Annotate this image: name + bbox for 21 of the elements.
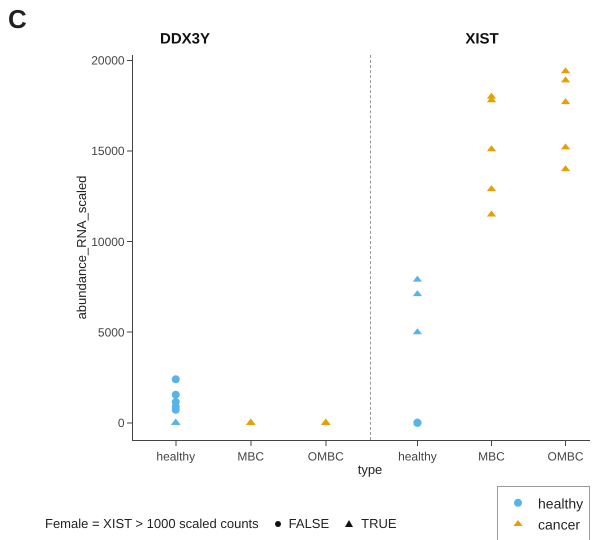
x-tick-label: healthy: [398, 449, 437, 464]
chart-title: DDX3Y: [160, 30, 210, 48]
y-tick-label: 15000: [91, 144, 125, 158]
chart-title: XIST: [465, 30, 499, 48]
x-tick-label: OMBC: [548, 449, 584, 464]
x-tick-label: OMBC: [308, 449, 344, 464]
y-axis-title: abundance_RNA_scaled: [74, 176, 90, 320]
text: TRUE: [361, 516, 397, 531]
x-tick-label: healthy: [156, 449, 196, 464]
x-axis-title: type: [358, 462, 382, 477]
text: Female = XIST > 1000 scaled counts: [45, 516, 259, 531]
text: FALSE: [288, 516, 330, 531]
y-tick-label: 10000: [91, 234, 125, 249]
y-tick-label: 20000: [91, 54, 125, 68]
x-tick-label: MBC: [237, 449, 264, 464]
text: C: [8, 4, 27, 35]
x-tick-label: MBC: [478, 449, 506, 464]
legend-label: cancer: [538, 516, 580, 532]
y-tick-label: 5000: [98, 325, 125, 340]
y-tick-label: 0: [118, 416, 125, 430]
legend-label: healthy: [538, 495, 584, 512]
